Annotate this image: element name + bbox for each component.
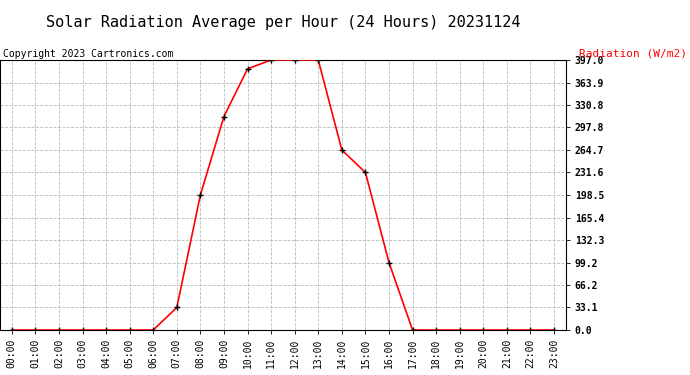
Text: Copyright 2023 Cartronics.com: Copyright 2023 Cartronics.com bbox=[3, 49, 174, 59]
Text: Radiation (W/m2): Radiation (W/m2) bbox=[578, 49, 687, 59]
Text: Solar Radiation Average per Hour (24 Hours) 20231124: Solar Radiation Average per Hour (24 Hou… bbox=[46, 15, 520, 30]
